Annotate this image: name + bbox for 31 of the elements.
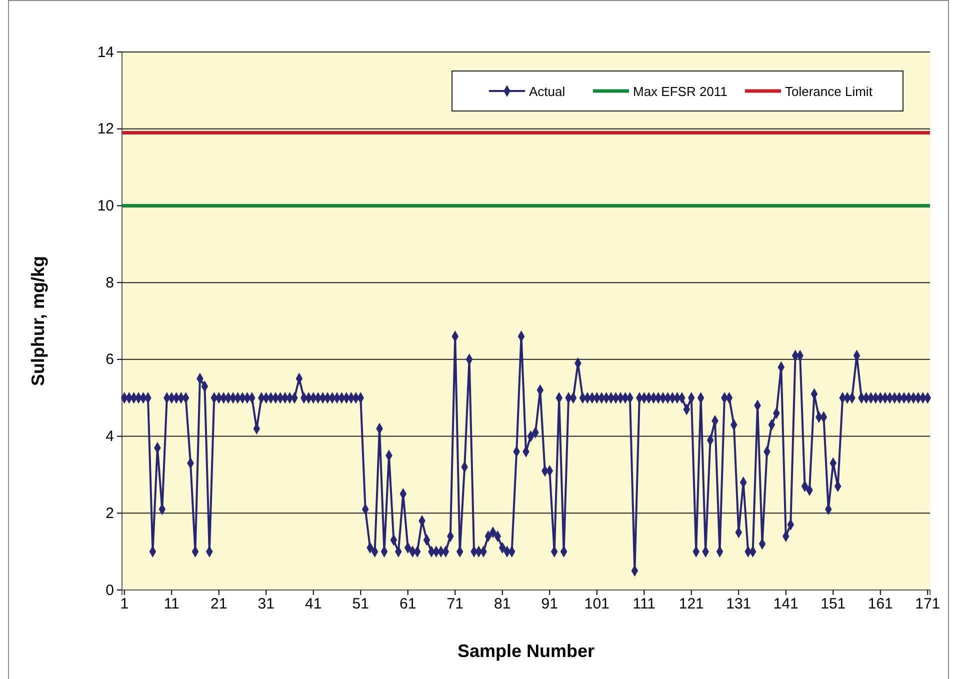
x-tick-label: 171 [915, 596, 940, 613]
x-tick-label: 121 [678, 596, 704, 613]
legend-label: Max EFSR 2011 [633, 84, 728, 99]
x-tick-label: 21 [210, 596, 228, 613]
y-tick-label: 0 [106, 582, 114, 599]
x-tick-label: 31 [258, 596, 274, 613]
y-tick-label: 12 [97, 120, 114, 138]
y-axis-title: Sulphur, mg/kg [28, 256, 48, 386]
x-tick-label: 61 [400, 596, 416, 613]
x-tick-label: 161 [868, 596, 893, 613]
x-axis-title: Sample Number [457, 641, 595, 661]
x-tick-label: 101 [584, 596, 610, 613]
y-tick-label: 2 [106, 504, 114, 522]
y-tick-label: 14 [97, 44, 114, 61]
x-tick-label: 81 [494, 596, 511, 613]
y-tick-label: 6 [106, 351, 114, 368]
x-tick-label: 11 [164, 596, 180, 613]
y-tick-label: 4 [106, 428, 114, 446]
x-tick-label: 131 [726, 596, 752, 613]
y-tick-label: 10 [97, 198, 114, 215]
x-tick-label: 41 [305, 596, 322, 613]
y-tick-label: 8 [106, 274, 114, 292]
x-tick-label: 151 [820, 596, 846, 613]
legend-label: Actual [529, 84, 566, 99]
x-tick-label: 91 [541, 596, 558, 613]
x-tick-label: 1 [120, 596, 129, 613]
x-tick-label: 51 [352, 596, 369, 613]
x-tick-label: 111 [632, 596, 656, 613]
legend-label: Tolerance Limit [785, 84, 873, 99]
x-tick-label: 71 [446, 596, 464, 613]
x-tick-label: 141 [773, 596, 798, 613]
